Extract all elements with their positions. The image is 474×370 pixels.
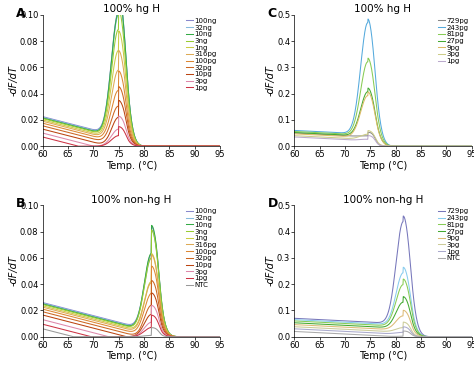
Title: 100% hg H: 100% hg H xyxy=(355,4,411,14)
X-axis label: Temp. (°C): Temp. (°C) xyxy=(106,161,157,171)
X-axis label: Temp (°C): Temp (°C) xyxy=(359,351,407,361)
Text: B: B xyxy=(16,198,26,211)
Text: A: A xyxy=(16,7,26,20)
Title: 100% non-hg H: 100% non-hg H xyxy=(343,195,423,205)
Text: D: D xyxy=(268,198,278,211)
X-axis label: Temp (°C): Temp (°C) xyxy=(359,161,407,171)
X-axis label: Temp. (°C): Temp. (°C) xyxy=(106,351,157,361)
Title: 100% non-hg H: 100% non-hg H xyxy=(91,195,172,205)
Y-axis label: -dF/dT: -dF/dT xyxy=(9,65,18,96)
Y-axis label: -dF/dT: -dF/dT xyxy=(265,65,275,96)
Title: 100% hg H: 100% hg H xyxy=(103,4,160,14)
Legend: 100ng, 32ng, 10ng, 3ng, 1ng, 316pg, 100pg, 32pg, 10pg, 3pg, 1pg, NTC: 100ng, 32ng, 10ng, 3ng, 1ng, 316pg, 100p… xyxy=(183,206,219,291)
Y-axis label: -dF/dT: -dF/dT xyxy=(9,256,18,286)
Y-axis label: -dF/dT: -dF/dT xyxy=(265,256,275,286)
Legend: 100ng, 32ng, 10ng, 3ng, 1ng, 316pg, 100pg, 32pg, 10pg, 3pg, 1pg: 100ng, 32ng, 10ng, 3ng, 1ng, 316pg, 100p… xyxy=(183,15,219,94)
Legend: 729pg, 243pg, 81pg, 27pg, 9pg, 3pg, 1pg: 729pg, 243pg, 81pg, 27pg, 9pg, 3pg, 1pg xyxy=(435,15,471,67)
Legend: 729pg, 243pg, 81pg, 27pg, 9pg, 3pg, 1pg, NTC: 729pg, 243pg, 81pg, 27pg, 9pg, 3pg, 1pg,… xyxy=(435,206,471,264)
Text: C: C xyxy=(268,7,277,20)
